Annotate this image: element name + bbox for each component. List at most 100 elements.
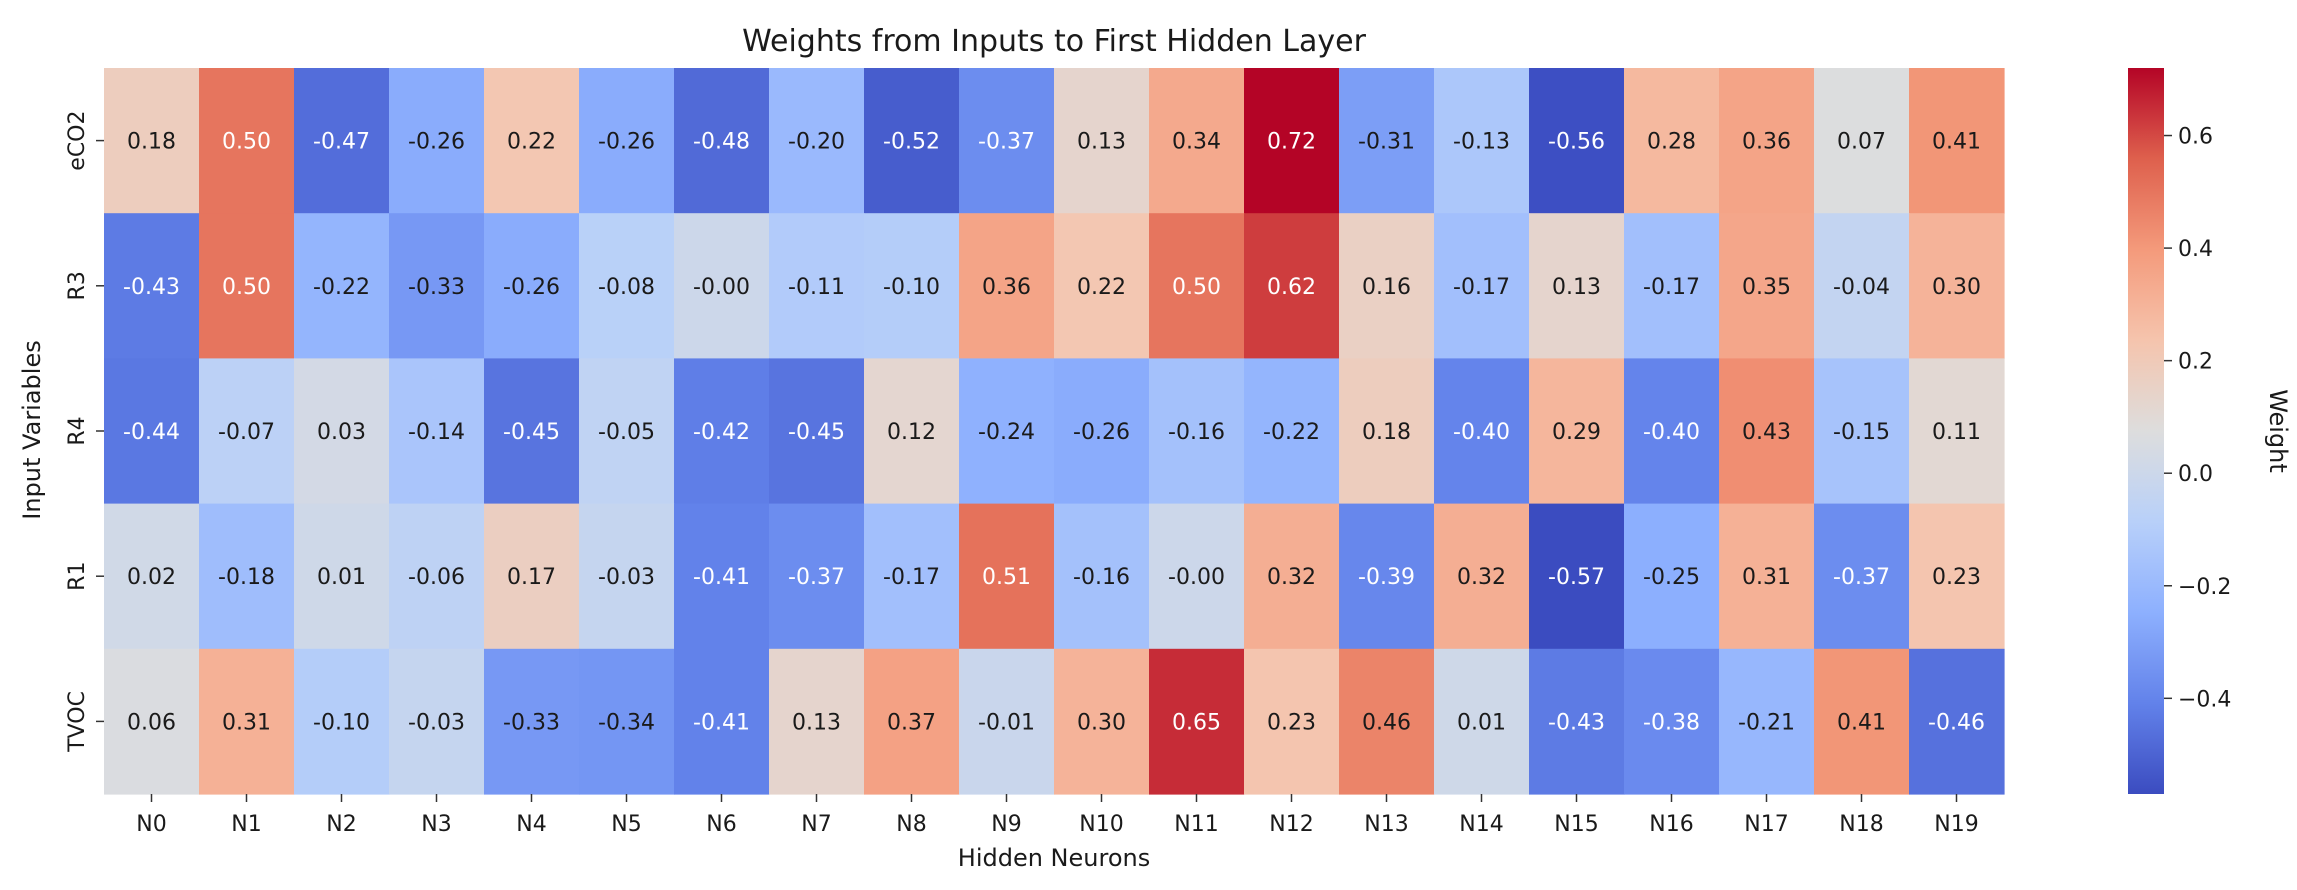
- heatmap-cell-R3-N6: [674, 213, 770, 359]
- heatmap-cell-R4-N13: [1339, 358, 1435, 505]
- colorbar-tick-label: 0.4: [2178, 237, 2213, 262]
- heatmap-cell-R3-N3: [389, 213, 485, 359]
- cell-value-label: 0.50: [222, 275, 271, 300]
- heatmap-cell-R3-N7: [769, 213, 865, 359]
- y-tick-label: R1: [65, 562, 90, 591]
- heatmap-cell-eCO2-N11: [1149, 68, 1245, 214]
- x-tick-label: N9: [991, 812, 1021, 837]
- x-tick-label: N12: [1269, 812, 1313, 837]
- cell-value-label: 0.16: [1362, 275, 1411, 300]
- cell-value-label: -0.03: [598, 565, 655, 590]
- cell-value-label: 0.37: [887, 710, 936, 735]
- heatmap-cell-R4-N19: [1909, 358, 2005, 505]
- heatmap-cell-eCO2-N3: [389, 68, 485, 214]
- heatmap-cell-eCO2-N10: [1054, 68, 1150, 214]
- cell-value-label: 0.28: [1647, 130, 1696, 155]
- cell-value-label: 0.29: [1552, 420, 1601, 445]
- heatmap-cell-eCO2-N7: [769, 68, 865, 214]
- cell-value-label: 0.22: [507, 130, 556, 155]
- cell-value-label: -0.26: [503, 275, 560, 300]
- heatmap-cell-R3-N17: [1719, 213, 1815, 359]
- heatmap-cell-R1-N7: [769, 503, 865, 650]
- cell-value-label: -0.40: [1643, 420, 1700, 445]
- cell-value-label: -0.37: [1833, 565, 1890, 590]
- heatmap-cell-R3-N11: [1149, 213, 1245, 359]
- y-tick-label: eCO2: [65, 110, 90, 170]
- heatmap-cell-eCO2-N14: [1434, 68, 1530, 214]
- cell-value-label: -0.45: [788, 420, 845, 445]
- cell-value-label: 0.12: [887, 420, 936, 445]
- heatmap-cell-R3-N2: [294, 213, 390, 359]
- cell-value-label: -0.37: [788, 565, 845, 590]
- heatmap-cell-R1-N17: [1719, 503, 1815, 650]
- x-tick-label: N8: [896, 812, 926, 837]
- heatmap-cell-TVOC-N11: [1149, 648, 1245, 795]
- heatmap-cell-TVOC-N13: [1339, 648, 1435, 795]
- heatmap-cell-R3-N1: [199, 213, 295, 359]
- cell-value-label: 0.31: [222, 710, 271, 735]
- cell-value-label: 0.62: [1267, 275, 1316, 300]
- heatmap-cell-R4-N14: [1434, 358, 1530, 505]
- heatmap-cell-R1-N15: [1529, 503, 1625, 650]
- cell-value-label: -0.40: [1453, 420, 1510, 445]
- heatmap-cell-eCO2-N4: [484, 68, 580, 214]
- cell-value-label: 0.31: [1742, 565, 1791, 590]
- colorbar-tick-label: 0.0: [2178, 462, 2213, 487]
- heatmap-cell-eCO2-N1: [199, 68, 295, 214]
- heatmap-cell-R3-N13: [1339, 213, 1435, 359]
- cell-value-label: -0.41: [693, 710, 750, 735]
- heatmap-cell-R4-N10: [1054, 358, 1150, 505]
- cell-value-label: -0.22: [313, 275, 370, 300]
- cell-value-label: -0.34: [598, 710, 655, 735]
- cell-value-label: -0.00: [1168, 565, 1225, 590]
- cell-value-label: 0.32: [1267, 565, 1316, 590]
- heatmap-cell-R4-N0: [104, 358, 200, 505]
- cell-value-label: -0.08: [598, 275, 655, 300]
- heatmap-cell-eCO2-N5: [579, 68, 675, 214]
- cell-value-label: -0.16: [1073, 565, 1130, 590]
- heatmap-cell-R4-N18: [1814, 358, 1910, 505]
- cell-value-label: 0.65: [1172, 710, 1221, 735]
- x-tick-label: N4: [516, 812, 546, 837]
- heatmap-cell-eCO2-N9: [959, 68, 1055, 214]
- colorbar-ticks: 0.6 0.4 0.2 0.0 −0.2 −0.4: [2164, 125, 2231, 712]
- heatmap-cell-eCO2-N15: [1529, 68, 1625, 214]
- heatmap-cell-R1-N1: [199, 503, 295, 650]
- cell-value-label: 0.22: [1077, 275, 1126, 300]
- x-tick-label: N17: [1744, 812, 1788, 837]
- x-tick-label: N16: [1649, 812, 1693, 837]
- y-axis-ticks: eCO2 R3 R4 R1 TVOC: [65, 110, 104, 753]
- heatmap-cell-R3-N8: [864, 213, 960, 359]
- cell-value-label: -0.33: [408, 275, 465, 300]
- cell-value-label: -0.10: [313, 710, 370, 735]
- cell-value-label: -0.18: [218, 565, 275, 590]
- cell-value-label: -0.22: [1263, 420, 1320, 445]
- cell-value-label: 0.23: [1932, 565, 1981, 590]
- cell-value-label: -0.06: [408, 565, 465, 590]
- x-tick-label: N1: [231, 812, 261, 837]
- y-tick-label: TVOC: [65, 691, 90, 753]
- cell-value-label: -0.48: [693, 130, 750, 155]
- y-tick-label: R3: [65, 271, 90, 300]
- heatmap-cell-R1-N14: [1434, 503, 1530, 650]
- heatmap-cell-R4-N8: [864, 358, 960, 505]
- colorbar-tick-label: 0.2: [2178, 350, 2213, 375]
- heatmap-cell-R3-N0: [104, 213, 200, 359]
- x-tick-label: N10: [1079, 812, 1123, 837]
- heatmap-cell-R1-N12: [1244, 503, 1340, 650]
- heatmap-cell-TVOC-N9: [959, 648, 1055, 795]
- cell-value-label: -0.05: [598, 420, 655, 445]
- cell-value-label: -0.43: [123, 275, 180, 300]
- cell-value-label: 0.23: [1267, 710, 1316, 735]
- cell-value-label: -0.39: [1358, 565, 1415, 590]
- heatmap-cell-R3-N5: [579, 213, 675, 359]
- cell-value-label: 0.13: [792, 710, 841, 735]
- heatmap-cell-eCO2-N2: [294, 68, 390, 214]
- x-tick-label: N18: [1839, 812, 1883, 837]
- cell-value-label: -0.04: [1833, 275, 1890, 300]
- cell-value-label: 0.02: [127, 565, 176, 590]
- heatmap-cell-R1-N10: [1054, 503, 1150, 650]
- cell-value-label: 0.46: [1362, 710, 1411, 735]
- heatmap-cell-R1-N9: [959, 503, 1055, 650]
- x-tick-label: N7: [801, 812, 831, 837]
